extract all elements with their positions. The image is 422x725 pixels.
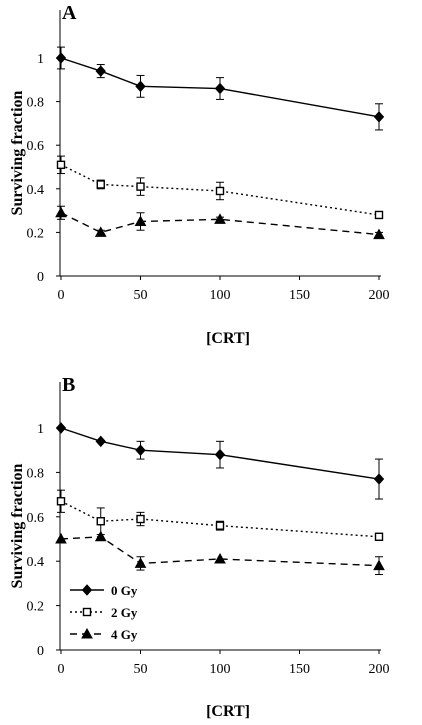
- square-marker: [96, 517, 105, 526]
- square-marker: [136, 514, 145, 524]
- y-tick-label: 0.2: [27, 226, 45, 241]
- y-tick-label: 1: [37, 52, 44, 67]
- triangle-marker: [214, 213, 226, 224]
- triangle-marker: [94, 530, 107, 542]
- diamond-marker: [95, 435, 106, 448]
- diamond-marker: [55, 422, 67, 434]
- series-0-gy: [55, 422, 385, 500]
- x-tick-label: 0: [58, 288, 65, 303]
- chart-panel-b: B 0 0.2 0.4 0.6 0.8 1 0 50 100 150 200 [CRT] Survivin…: [9, 374, 390, 720]
- x-tick-label: 200: [369, 288, 390, 303]
- triangle-marker: [134, 215, 147, 226]
- x-tick-label: 100: [210, 662, 231, 677]
- square-marker: [56, 160, 66, 170]
- legend-item: 4 Gy: [70, 627, 138, 642]
- y-tick-label: 0.2: [27, 600, 45, 615]
- y-tick-label: 0.8: [27, 96, 45, 111]
- y-tick-label: 0: [37, 644, 44, 659]
- y-tick-label: 0.6: [27, 139, 45, 154]
- legend-label: 0 Gy: [111, 583, 138, 598]
- square-marker: [215, 186, 225, 196]
- chart-panel-a: A 0 0.2 0.4 0.6 0.8 1 0 50 100 150 200 [CRT] Survivin…: [9, 2, 390, 347]
- legend-item: 0 Gy: [70, 583, 138, 598]
- y-tick-label: 1: [37, 422, 44, 437]
- x-axis-title: [CRT]: [206, 330, 250, 347]
- y-tick-label: 0: [37, 270, 44, 285]
- series-2: [55, 205, 385, 240]
- triangle-marker: [373, 559, 385, 571]
- diamond-marker: [135, 444, 146, 456]
- legend-label: 4 Gy: [111, 627, 138, 642]
- legend-label: 2 Gy: [111, 605, 138, 620]
- y-tick-label: 0.8: [27, 466, 45, 481]
- y-tick-label: 0.6: [27, 511, 45, 526]
- x-tick-label: 0: [58, 662, 65, 677]
- square-marker: [96, 180, 105, 189]
- x-tick-label: 200: [369, 662, 390, 677]
- x-axis-title: [CRT]: [206, 703, 250, 720]
- diamond-marker: [373, 473, 385, 485]
- square-marker: [136, 182, 145, 191]
- triangle-marker: [373, 228, 385, 240]
- y-axis-title: Surviving fraction: [9, 463, 26, 588]
- series-4-gy: [55, 530, 385, 576]
- x-tick-label: 100: [210, 288, 231, 303]
- series-2-gy: [56, 489, 384, 541]
- legend: 0 Gy 2 Gy 4 Gy: [70, 583, 138, 642]
- legend-item: 2 Gy: [70, 605, 138, 620]
- diamond-marker: [55, 52, 67, 64]
- series-1: [56, 155, 384, 220]
- x-tick-label: 50: [134, 288, 148, 303]
- y-tick-label: 0.4: [27, 555, 45, 570]
- square-marker: [56, 497, 66, 506]
- series-0: [55, 46, 385, 131]
- x-tick-label: 150: [289, 288, 310, 303]
- triangle-marker: [55, 532, 67, 544]
- triangle-marker: [134, 557, 147, 568]
- diamond-marker: [81, 584, 93, 596]
- diamond-marker: [214, 448, 226, 461]
- triangle-marker: [214, 552, 226, 564]
- triangle-marker: [55, 206, 67, 218]
- diamond-marker: [95, 65, 106, 77]
- panel-label: B: [62, 374, 75, 396]
- square-marker: [374, 532, 384, 541]
- square-marker: [215, 521, 225, 530]
- diamond-marker: [373, 111, 385, 123]
- x-tick-label: 150: [289, 662, 310, 677]
- series-line: [60, 500, 380, 538]
- square-marker: [82, 607, 92, 617]
- y-axis-title: Surviving fraction: [9, 90, 26, 215]
- triangle-marker: [94, 226, 107, 237]
- diamond-marker: [135, 80, 146, 93]
- x-tick-label: 50: [134, 662, 148, 677]
- triangle-marker: [81, 627, 93, 639]
- square-marker: [374, 210, 384, 220]
- y-tick-label: 0.4: [27, 183, 45, 198]
- diamond-marker: [214, 82, 226, 95]
- panel-label: A: [62, 2, 77, 24]
